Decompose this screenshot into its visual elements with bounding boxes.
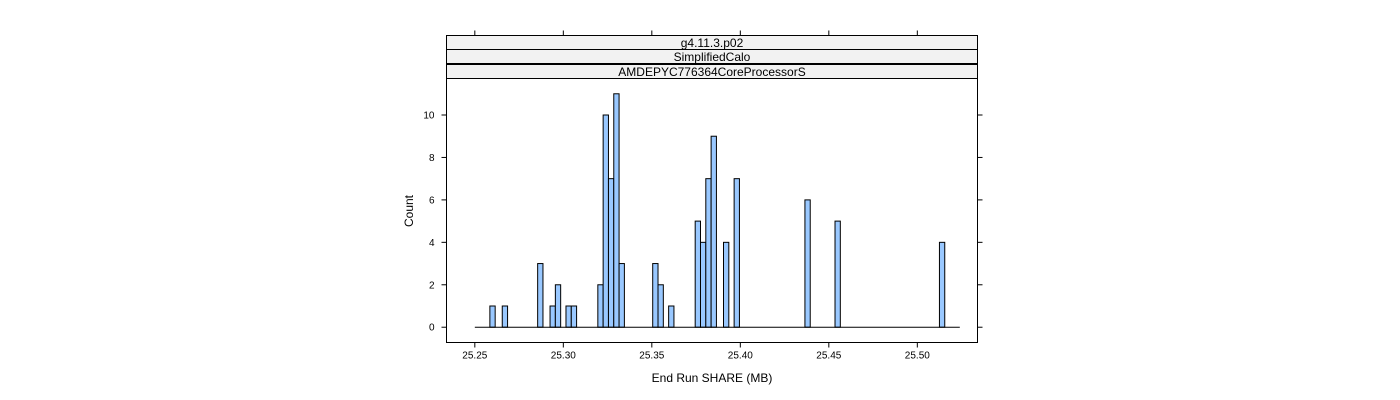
histogram-bar [501, 305, 509, 328]
histogram-bar [723, 241, 730, 328]
x-axis-title: End Run SHARE (MB) [652, 371, 773, 385]
histogram-bar [570, 305, 578, 328]
histogram-bar [733, 178, 740, 328]
histogram-bar [652, 263, 659, 328]
x-tick-label: 25.30 [551, 351, 576, 362]
histogram-bars [489, 93, 946, 328]
strip-version-label: g4.11.3.p02 [681, 36, 744, 50]
histogram-bar [699, 241, 707, 328]
histogram-bar [938, 241, 946, 328]
histogram-bar [668, 305, 675, 328]
y-axis-right-ticks [977, 114, 983, 328]
y-tick-label: 10 [423, 111, 435, 122]
x-axis-top-ticks [474, 30, 918, 36]
histogram-bar [602, 114, 609, 328]
histogram-bar [549, 305, 556, 328]
y-tick-label: 6 [429, 195, 435, 206]
y-tick-label: 4 [429, 238, 435, 249]
histogram-bar [597, 284, 604, 328]
histogram-bar [537, 263, 544, 328]
strip-cpu-label: AMDEPYC776364CoreProcessorS [618, 65, 805, 79]
y-tick-label: 8 [429, 153, 435, 164]
x-tick-label: 25.40 [728, 351, 753, 362]
histogram-bar [613, 93, 620, 328]
y-axis-title: Count [402, 194, 416, 227]
histogram-bar [554, 284, 562, 328]
histogram-bar [710, 135, 717, 328]
histogram-bar [607, 178, 615, 328]
strip-labels: g4.11.3.p02 SimplifiedCalo AMDEPYC776364… [446, 35, 978, 79]
histogram-bar [804, 199, 811, 328]
x-tick-label: 25.25 [462, 351, 487, 362]
histogram-bar [489, 305, 496, 328]
x-tick-label: 25.45 [816, 351, 841, 362]
y-tick-label: 2 [429, 280, 435, 291]
x-tick-label: 25.50 [905, 351, 930, 362]
plot-panel [446, 78, 978, 343]
histogram-bar [618, 263, 625, 328]
histogram-bar [834, 220, 841, 328]
strip-physics-rect [446, 49, 978, 64]
x-axis-bottom-ticks: 25.25 25.30 25.35 25.40 25.45 25.50 [462, 342, 930, 362]
histogram-bar [705, 178, 712, 328]
y-tick-label: 0 [429, 323, 435, 334]
x-tick-label: 25.35 [639, 351, 664, 362]
histogram-bar [694, 220, 701, 328]
strip-physics-label: SimplifiedCalo [674, 50, 751, 64]
histogram-bar [657, 284, 664, 328]
histogram-bar [565, 305, 572, 328]
y-axis-left-ticks: 0 2 4 6 8 10 [423, 111, 447, 334]
